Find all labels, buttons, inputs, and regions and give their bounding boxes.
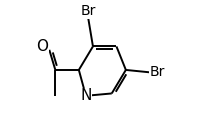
Text: Br: Br bbox=[81, 4, 96, 18]
Text: Br: Br bbox=[149, 65, 165, 79]
Text: N: N bbox=[80, 88, 92, 103]
Text: O: O bbox=[36, 39, 48, 54]
